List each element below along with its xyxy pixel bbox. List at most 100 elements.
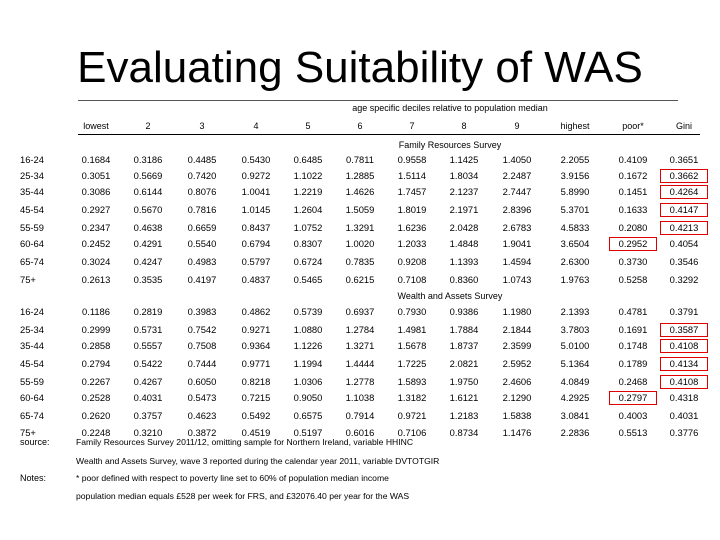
row-label: 16-24 bbox=[20, 154, 44, 165]
table-cell: 1.3271 bbox=[345, 340, 375, 351]
table-cell: 1.5893 bbox=[397, 376, 427, 387]
table-cell: 2.2055 bbox=[560, 154, 590, 165]
table-cell: 1.1476 bbox=[502, 427, 532, 438]
table-cell: 0.4837 bbox=[241, 274, 271, 285]
table-cell: 0.5258 bbox=[618, 274, 648, 285]
note-line-median: population median equals £528 per week f… bbox=[76, 491, 410, 501]
highlighted-cell: 0.4147 bbox=[660, 203, 708, 217]
table-cell: 2.7447 bbox=[502, 186, 532, 197]
table-cell: 0.9558 bbox=[397, 154, 427, 165]
table-cell: 0.4031 bbox=[133, 392, 163, 403]
table-cell: 2.1971 bbox=[449, 204, 479, 215]
table-cell: 1.0743 bbox=[502, 274, 532, 285]
table-cell: 0.4003 bbox=[618, 410, 648, 421]
table-cell: 2.1844 bbox=[502, 324, 532, 335]
table-cell: 0.8734 bbox=[449, 427, 479, 438]
table-cell: 0.7508 bbox=[187, 340, 217, 351]
table-cell: 0.8076 bbox=[187, 186, 217, 197]
table-cell: 1.7225 bbox=[397, 358, 427, 369]
source-line-frs: Family Resources Survey 2011/12, omittin… bbox=[76, 437, 414, 447]
row-label: 16-24 bbox=[20, 306, 44, 317]
row-label: 45-54 bbox=[20, 204, 44, 215]
table-cell: 0.8360 bbox=[449, 274, 479, 285]
table-cell: 2.8396 bbox=[502, 204, 532, 215]
table-cell: 0.6724 bbox=[293, 256, 323, 267]
table-cell: 1.3182 bbox=[397, 392, 427, 403]
table-cell: 5.8990 bbox=[560, 186, 590, 197]
source-label: source: bbox=[20, 437, 50, 447]
table-cell: 1.2778 bbox=[345, 376, 375, 387]
table-cell: 2.1237 bbox=[449, 186, 479, 197]
table-cell: 2.1290 bbox=[502, 392, 532, 403]
table-cell: 1.0145 bbox=[241, 204, 271, 215]
table-cell: 0.4983 bbox=[187, 256, 217, 267]
table-cell: 0.3791 bbox=[669, 306, 699, 317]
table-cell: 2.6300 bbox=[560, 256, 590, 267]
highlighted-cell: 0.3587 bbox=[660, 323, 708, 337]
table-cell: 3.0841 bbox=[560, 410, 590, 421]
table-cell: 3.7803 bbox=[560, 324, 590, 335]
table-cell: 0.1633 bbox=[618, 204, 648, 215]
table-cell: 0.7914 bbox=[345, 410, 375, 421]
row-label: 55-59 bbox=[20, 376, 44, 387]
table-cell: 0.2999 bbox=[81, 324, 111, 335]
table-cell: 1.0752 bbox=[293, 222, 323, 233]
table-cell: 1.8737 bbox=[449, 340, 479, 351]
column-header: Gini bbox=[675, 121, 692, 131]
table-cell: 0.2858 bbox=[81, 340, 111, 351]
table-cell: 1.1980 bbox=[502, 306, 532, 317]
table-cell: 0.1451 bbox=[618, 186, 648, 197]
table-cell: 0.6215 bbox=[345, 274, 375, 285]
table-cell: 0.2347 bbox=[81, 222, 111, 233]
table-cell: 0.3186 bbox=[133, 154, 163, 165]
table-cell: 2.0428 bbox=[449, 222, 479, 233]
table-cell: 0.4318 bbox=[669, 392, 699, 403]
table-cell: 0.3730 bbox=[618, 256, 648, 267]
table-cell: 0.3535 bbox=[133, 274, 163, 285]
note-line-poor: * poor defined with respect to poverty l… bbox=[76, 473, 389, 483]
table-cell: 0.7930 bbox=[397, 306, 427, 317]
table-cell: 4.2925 bbox=[560, 392, 590, 403]
table-cell: 3.6504 bbox=[560, 238, 590, 249]
notes-label: Notes: bbox=[20, 473, 47, 483]
table-cell: 0.7444 bbox=[187, 358, 217, 369]
row-label: 45-54 bbox=[20, 358, 44, 369]
highlighted-cell: 0.4108 bbox=[660, 339, 708, 353]
table-cell: 1.8019 bbox=[397, 204, 427, 215]
table-cell: 1.0880 bbox=[293, 324, 323, 335]
table-cell: 0.4267 bbox=[133, 376, 163, 387]
table-cell: 2.5952 bbox=[502, 358, 532, 369]
table-cell: 0.2248 bbox=[81, 427, 111, 438]
table-cell: 0.3210 bbox=[133, 427, 163, 438]
highlighted-cell: 0.3662 bbox=[660, 169, 708, 183]
table-cell: 0.5465 bbox=[293, 274, 323, 285]
table-cell: 1.1226 bbox=[293, 340, 323, 351]
table-cell: 0.5513 bbox=[618, 427, 648, 438]
table-cell: 0.4197 bbox=[187, 274, 217, 285]
table-cell: 2.2836 bbox=[560, 427, 590, 438]
row-label: 65-74 bbox=[20, 410, 44, 421]
table-cell: 0.2452 bbox=[81, 238, 111, 249]
table-cell: 1.1038 bbox=[345, 392, 375, 403]
table-cell: 0.4054 bbox=[669, 238, 699, 249]
table-cell: 0.7816 bbox=[187, 204, 217, 215]
header-divider bbox=[78, 134, 700, 135]
table-cell: 0.7542 bbox=[187, 324, 217, 335]
column-header: poor* bbox=[622, 121, 644, 131]
table-cell: 1.1994 bbox=[293, 358, 323, 369]
table-cell: 0.3546 bbox=[669, 256, 699, 267]
row-label: 60-64 bbox=[20, 238, 44, 249]
row-label: 25-34 bbox=[20, 170, 44, 181]
table-cell: 1.4981 bbox=[397, 324, 427, 335]
table-cell: 0.4781 bbox=[618, 306, 648, 317]
highlighted-cell: 0.4213 bbox=[660, 221, 708, 235]
table-cell: 0.1684 bbox=[81, 154, 111, 165]
row-label: 25-34 bbox=[20, 324, 44, 335]
table-cell: 1.9763 bbox=[560, 274, 590, 285]
table-cell: 0.6016 bbox=[345, 427, 375, 438]
table-cell: 0.2267 bbox=[81, 376, 111, 387]
table-cell: 1.4848 bbox=[449, 238, 479, 249]
table-cell: 2.6783 bbox=[502, 222, 532, 233]
table-cell: 1.0020 bbox=[345, 238, 375, 249]
row-label: 55-59 bbox=[20, 222, 44, 233]
